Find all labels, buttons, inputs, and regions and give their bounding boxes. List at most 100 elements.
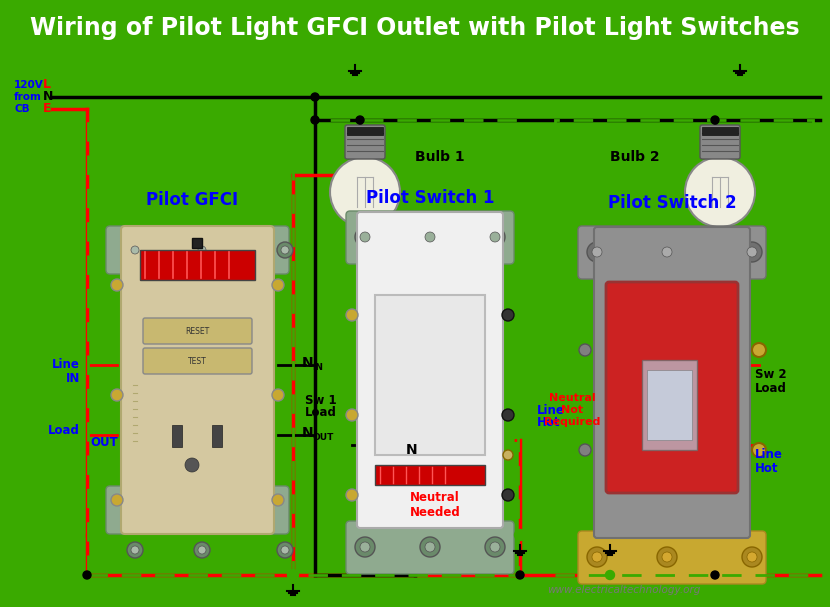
Text: Pilot Switch 2: Pilot Switch 2 [608,194,736,212]
Circle shape [735,80,745,90]
Text: Wiring of Pilot Light GFCI Outlet with Pilot Light Switches: Wiring of Pilot Light GFCI Outlet with P… [30,16,800,39]
FancyBboxPatch shape [345,125,385,159]
Circle shape [194,542,210,558]
Bar [172,425,182,447]
Bar [88,120,293,575]
Circle shape [579,444,591,456]
Circle shape [490,232,500,242]
Bar [642,360,697,450]
Circle shape [657,242,677,262]
Text: N: N [406,443,417,457]
Circle shape [277,242,293,258]
Circle shape [606,571,614,580]
Circle shape [420,537,440,557]
Bar [647,370,692,440]
Circle shape [355,227,375,247]
Circle shape [330,157,400,227]
Bar [702,127,738,135]
Circle shape [311,116,319,124]
Circle shape [752,443,766,457]
Text: www.electricaltechnology.org: www.electricaltechnology.org [547,585,700,595]
Circle shape [272,279,284,291]
Circle shape [356,116,364,124]
Text: E: E [43,103,51,115]
Circle shape [289,571,297,579]
Text: Sw 2: Sw 2 [755,368,787,382]
Text: Line: Line [537,404,565,416]
Circle shape [111,494,123,506]
Circle shape [587,242,607,262]
Text: Neutral
Not
Required: Neutral Not Required [544,393,600,427]
Circle shape [198,246,206,254]
Circle shape [502,409,514,421]
Circle shape [485,537,505,557]
FancyBboxPatch shape [121,226,274,534]
Text: IN: IN [66,371,80,384]
Circle shape [272,494,284,506]
Text: Load: Load [755,382,787,395]
Circle shape [685,157,755,227]
Circle shape [425,542,435,552]
Circle shape [127,542,143,558]
Text: N: N [43,90,53,104]
Text: Load: Load [48,424,80,436]
Bar [555,120,813,575]
Text: from: from [14,92,42,102]
Circle shape [657,547,677,567]
Circle shape [425,232,435,242]
FancyBboxPatch shape [594,227,750,538]
FancyBboxPatch shape [106,226,289,274]
Circle shape [752,343,766,357]
Circle shape [711,571,719,579]
Circle shape [281,546,289,554]
Text: Pilot GFCI: Pilot GFCI [146,191,238,209]
Bar [140,250,255,280]
Bar [308,120,518,575]
Text: OUT: OUT [312,433,334,442]
FancyBboxPatch shape [106,486,289,534]
Circle shape [516,571,524,579]
Circle shape [311,93,319,101]
Circle shape [272,389,284,401]
Text: Hot: Hot [755,461,779,475]
Circle shape [346,309,358,321]
Circle shape [287,80,299,90]
Circle shape [131,546,139,554]
Text: N: N [302,356,314,370]
Bar [347,127,383,135]
Text: Bulb 2: Bulb 2 [610,150,660,164]
Text: Bulb 1: Bulb 1 [415,150,465,164]
Circle shape [503,450,513,460]
FancyBboxPatch shape [700,125,740,159]
Circle shape [127,242,143,258]
Bar [375,465,485,485]
Circle shape [349,80,360,90]
Circle shape [592,552,602,562]
Text: N: N [302,426,314,440]
Circle shape [747,247,757,257]
Text: Hot: Hot [537,416,560,430]
Text: L: L [43,78,51,92]
Circle shape [587,547,607,567]
Circle shape [420,227,440,247]
Circle shape [111,279,123,291]
Circle shape [198,546,206,554]
Bar [212,425,222,447]
Text: OUT: OUT [90,436,118,450]
Circle shape [346,489,358,501]
Circle shape [711,116,719,124]
Circle shape [346,409,358,421]
Circle shape [747,552,757,562]
Circle shape [281,246,289,254]
Text: Line: Line [52,359,80,371]
Circle shape [662,247,672,257]
FancyBboxPatch shape [578,226,766,279]
Circle shape [742,242,762,262]
Text: Neutral
Needed: Neutral Needed [410,491,461,519]
Circle shape [360,542,370,552]
Text: RESET: RESET [185,327,209,336]
Circle shape [287,569,299,580]
Circle shape [355,537,375,557]
Circle shape [502,309,514,321]
Bar [375,295,485,455]
